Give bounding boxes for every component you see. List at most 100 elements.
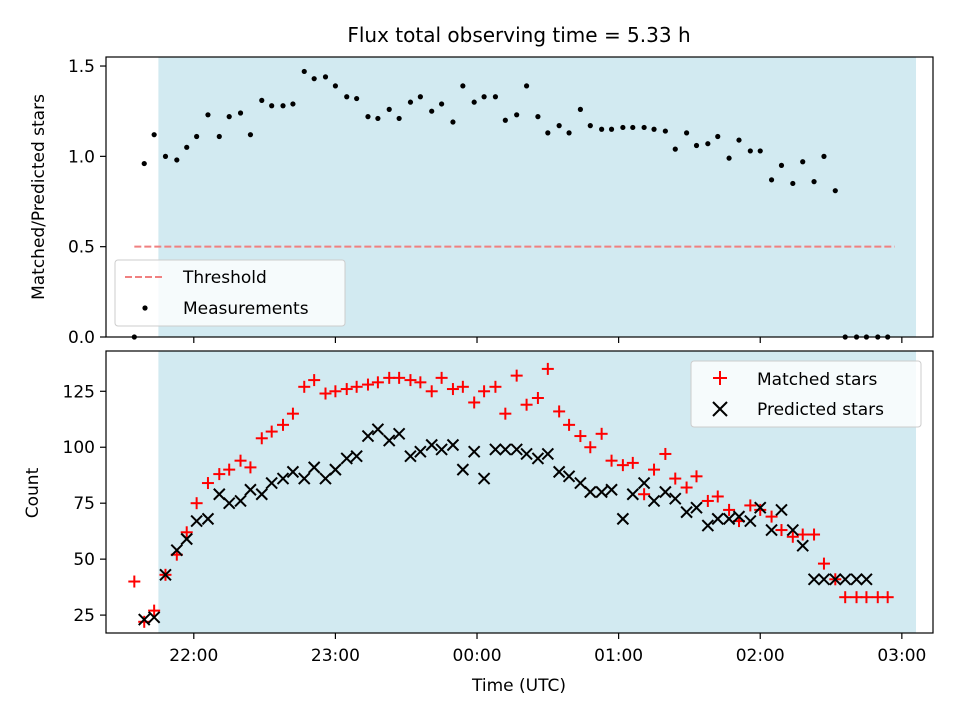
data-point	[577, 106, 583, 112]
top-series-0	[131, 68, 891, 340]
top-y-tick-label: 1.5	[68, 57, 95, 77]
data-point	[775, 503, 788, 517]
data-point	[531, 452, 545, 465]
data-point	[715, 133, 721, 140]
data-point-stroke	[626, 488, 639, 501]
data-point	[259, 97, 265, 103]
data-point	[450, 119, 456, 125]
data-point	[174, 157, 180, 163]
data-point	[213, 488, 226, 501]
data-point	[701, 519, 715, 532]
data-point	[159, 568, 172, 582]
data-point-stroke	[383, 434, 396, 447]
data-point	[723, 503, 736, 516]
bottom-axes-frame	[105, 350, 934, 634]
data-point-stroke	[404, 449, 417, 463]
legend-measurements-swatch	[142, 305, 148, 311]
bottom-y-tick-label: 75	[73, 494, 95, 514]
data-point	[605, 483, 618, 496]
data-point	[595, 427, 608, 440]
data-point	[599, 126, 605, 132]
data-point-stroke	[775, 503, 788, 517]
data-point	[860, 573, 873, 586]
data-point	[478, 385, 491, 398]
data-point	[350, 449, 363, 463]
legend-matched-label: Matched stars	[757, 370, 877, 390]
data-point	[148, 604, 161, 617]
data-point-stroke	[765, 523, 778, 537]
data-point	[216, 133, 222, 140]
data-point	[616, 459, 629, 472]
data-point	[414, 376, 427, 389]
data-point	[850, 573, 863, 586]
data-point	[386, 106, 392, 112]
data-point	[489, 380, 502, 393]
data-point	[510, 443, 523, 456]
data-point	[255, 488, 268, 501]
data-point	[244, 461, 257, 474]
data-point-stroke	[711, 512, 724, 526]
data-point	[151, 132, 157, 138]
data-point-stroke	[754, 501, 767, 514]
data-point-stroke	[616, 512, 630, 526]
data-point	[574, 476, 587, 490]
data-point	[429, 108, 435, 114]
data-point-stroke	[286, 465, 300, 479]
data-point	[754, 503, 767, 516]
data-point	[371, 376, 384, 389]
data-point	[523, 83, 530, 89]
data-point	[365, 114, 371, 120]
data-point	[829, 573, 842, 586]
data-point	[468, 396, 481, 409]
data-point	[308, 374, 321, 387]
data-point	[817, 557, 830, 570]
data-point-stroke	[371, 423, 385, 436]
data-point	[425, 438, 438, 452]
data-point	[404, 374, 417, 387]
data-point	[786, 523, 800, 537]
data-point	[765, 523, 778, 537]
data-point-stroke	[796, 539, 809, 552]
bottom-x-tick-label: 02:00	[736, 646, 785, 666]
data-point	[638, 488, 651, 501]
data-point	[690, 501, 703, 514]
data-point	[732, 510, 746, 523]
data-point	[492, 94, 499, 100]
data-point	[147, 611, 161, 624]
data-point	[392, 427, 406, 441]
data-point	[552, 465, 566, 479]
data-point	[226, 114, 232, 120]
data-point	[672, 146, 678, 152]
data-point	[659, 485, 672, 499]
data-point	[340, 383, 353, 396]
data-point-stroke	[265, 476, 278, 490]
data-point	[298, 380, 311, 393]
data-point	[711, 490, 724, 503]
data-point-stroke	[392, 427, 406, 441]
data-point-stroke	[340, 452, 353, 465]
data-point-stroke	[595, 485, 608, 499]
data-point	[361, 429, 375, 443]
data-point-stroke	[213, 488, 226, 501]
top-legend-box	[114, 259, 346, 327]
data-point	[456, 463, 470, 476]
top-y-tick-label: 1.0	[68, 147, 95, 167]
data-point	[301, 68, 307, 75]
legend-predicted-swatch	[712, 401, 728, 417]
data-point	[414, 445, 427, 458]
bottom-x-axis-label: Time (UTC)	[471, 676, 566, 696]
data-point-stroke	[838, 573, 852, 586]
data-point-stroke	[435, 443, 448, 456]
legend-threshold-label: Threshold	[182, 268, 267, 288]
data-point-stroke	[234, 494, 247, 508]
data-point	[280, 103, 286, 109]
data-point	[375, 115, 381, 122]
data-point	[502, 117, 508, 123]
data-point	[481, 94, 487, 100]
top-y-axis-label: Matched/Predicted stars	[29, 94, 49, 300]
data-point	[190, 514, 203, 528]
data-point	[234, 494, 247, 508]
data-point	[800, 159, 806, 165]
data-point	[775, 524, 788, 537]
data-point	[407, 99, 414, 105]
